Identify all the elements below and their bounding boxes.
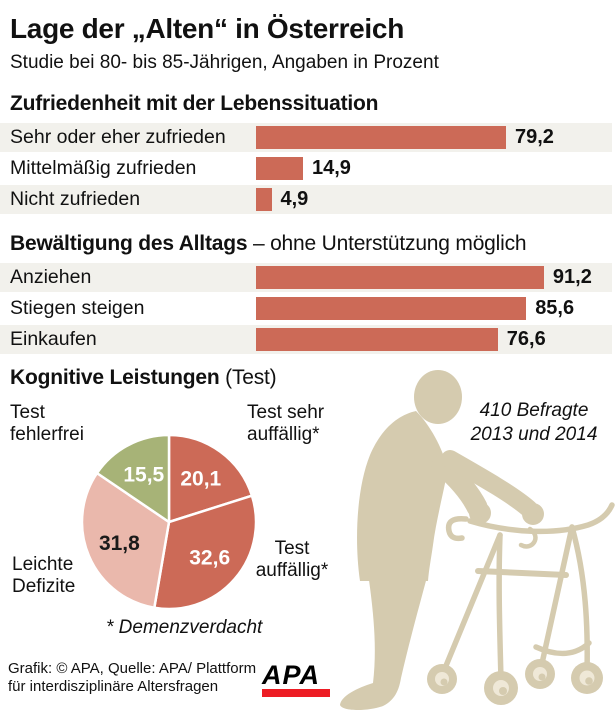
bar-category-label: Stiegen steigen [10,297,145,319]
bar-category-label: Anziehen [10,266,92,288]
pie-value-label: 32,6 [189,546,230,569]
bar-category-label: Mittelmäßig zufrieden [10,157,197,179]
bar-row: Mittelmäßig zufrieden 14,9 [0,154,612,183]
section-title-suffix: – ohne Unterstützung möglich [247,232,527,255]
pie-slice [95,433,171,524]
apa-logo-red-bar [262,689,330,697]
section-title-text: Bewältigung des Alltags [10,232,248,255]
section-zufriedenheit: Zufriedenheit mit der Lebenssituation Se… [0,92,616,214]
bar-value-label: 85,6 [535,297,575,319]
section-title-suffix: (Test) [219,366,277,389]
section-title: Kognitive Leistungen (Test) [10,366,277,390]
bar-value-label: 4,9 [280,188,309,210]
annotation-line2: 2013 und 2014 [470,424,598,445]
credit-line2: für interdisziplinäre Altersfragen [8,678,219,695]
section-title-text: Zufriedenheit mit der Lebenssituation [10,92,379,115]
pie-slice [167,433,254,524]
section-title: Bewältigung des Alltags – ohne Unterstüt… [10,232,616,256]
pie-slice [80,471,171,609]
page-title: Lage der „Alten“ in Österreich [10,13,404,44]
bar-chart-alltag: Anziehen 91,2 Stiegen steigen 85,6 Einka… [0,263,616,354]
bar-row: Sehr oder eher zufrieden 79,2 [0,123,612,152]
pie-slice-label-fehlerfrei: Test fehlerfrei [10,402,84,445]
bar [256,126,506,149]
pie-slice-label-sehr-auffaellig: Test sehr auffällig* [247,402,325,445]
pie-footnote: * Demenzverdacht [106,617,263,638]
bar-row: Anziehen 91,2 [0,263,612,292]
section-title: Zufriedenheit mit der Lebenssituation [10,92,616,116]
bar-value-label: 91,2 [552,266,592,288]
bar-value-label: 79,2 [515,126,554,148]
pie-value-label: 20,1 [180,468,221,491]
bar-category-label: Einkaufen [10,328,97,350]
apa-logo-text: APA [262,660,321,690]
bar-value-label: 76,6 [506,328,546,350]
page-subtitle: Studie bei 80- bis 85-Jährigen, Angaben … [10,52,439,73]
apa-logo: APA [262,660,330,697]
bar [256,328,498,351]
section-kognitiv-und-footer: Kognitive Leistungen (Test) 20,1 32,6 31,8… [0,364,616,714]
bar [256,297,527,320]
section-title-text: Kognitive Leistungen [10,366,220,389]
bar-chart-zufriedenheit: Sehr oder eher zufrieden 79,2 Mittelmäßi… [0,123,616,214]
bar-value-label: 14,9 [312,157,351,179]
bar [256,157,303,180]
bar [256,266,544,289]
pie-slice-label-leichte-defizite: Leichte Defizite [12,554,76,597]
pie-value-label: 31,8 [99,532,140,555]
pie-slice [153,494,258,611]
pie-slice-label-auffaellig: Test auffällig* [255,538,329,581]
bar [256,188,272,211]
sample-size-annotation: 410 Befragte 2013 und 2014 [448,399,616,447]
credit-line1: Grafik: © APA, Quelle: APA/ Plattform [8,660,257,677]
pie-chart: 20,1 32,6 31,8 15,5 [80,433,258,611]
section-alltag: Bewältigung des Alltags – ohne Unterstüt… [0,232,616,354]
bar-row: Einkaufen 76,6 [0,325,612,354]
bar-category-label: Nicht zufrieden [10,188,141,210]
bar-row: Stiegen steigen 85,6 [0,294,612,323]
elderly-person-with-rollator-icon [340,370,615,710]
annotation-line1: 410 Befragte [479,400,589,421]
credit-text: Grafik: © APA, Quelle: APA/ Plattform fü… [8,660,256,696]
pie-value-label: 15,5 [123,463,164,486]
bar-row: Nicht zufrieden 4,9 [0,185,612,214]
bar-category-label: Sehr oder eher zufrieden [10,126,226,148]
